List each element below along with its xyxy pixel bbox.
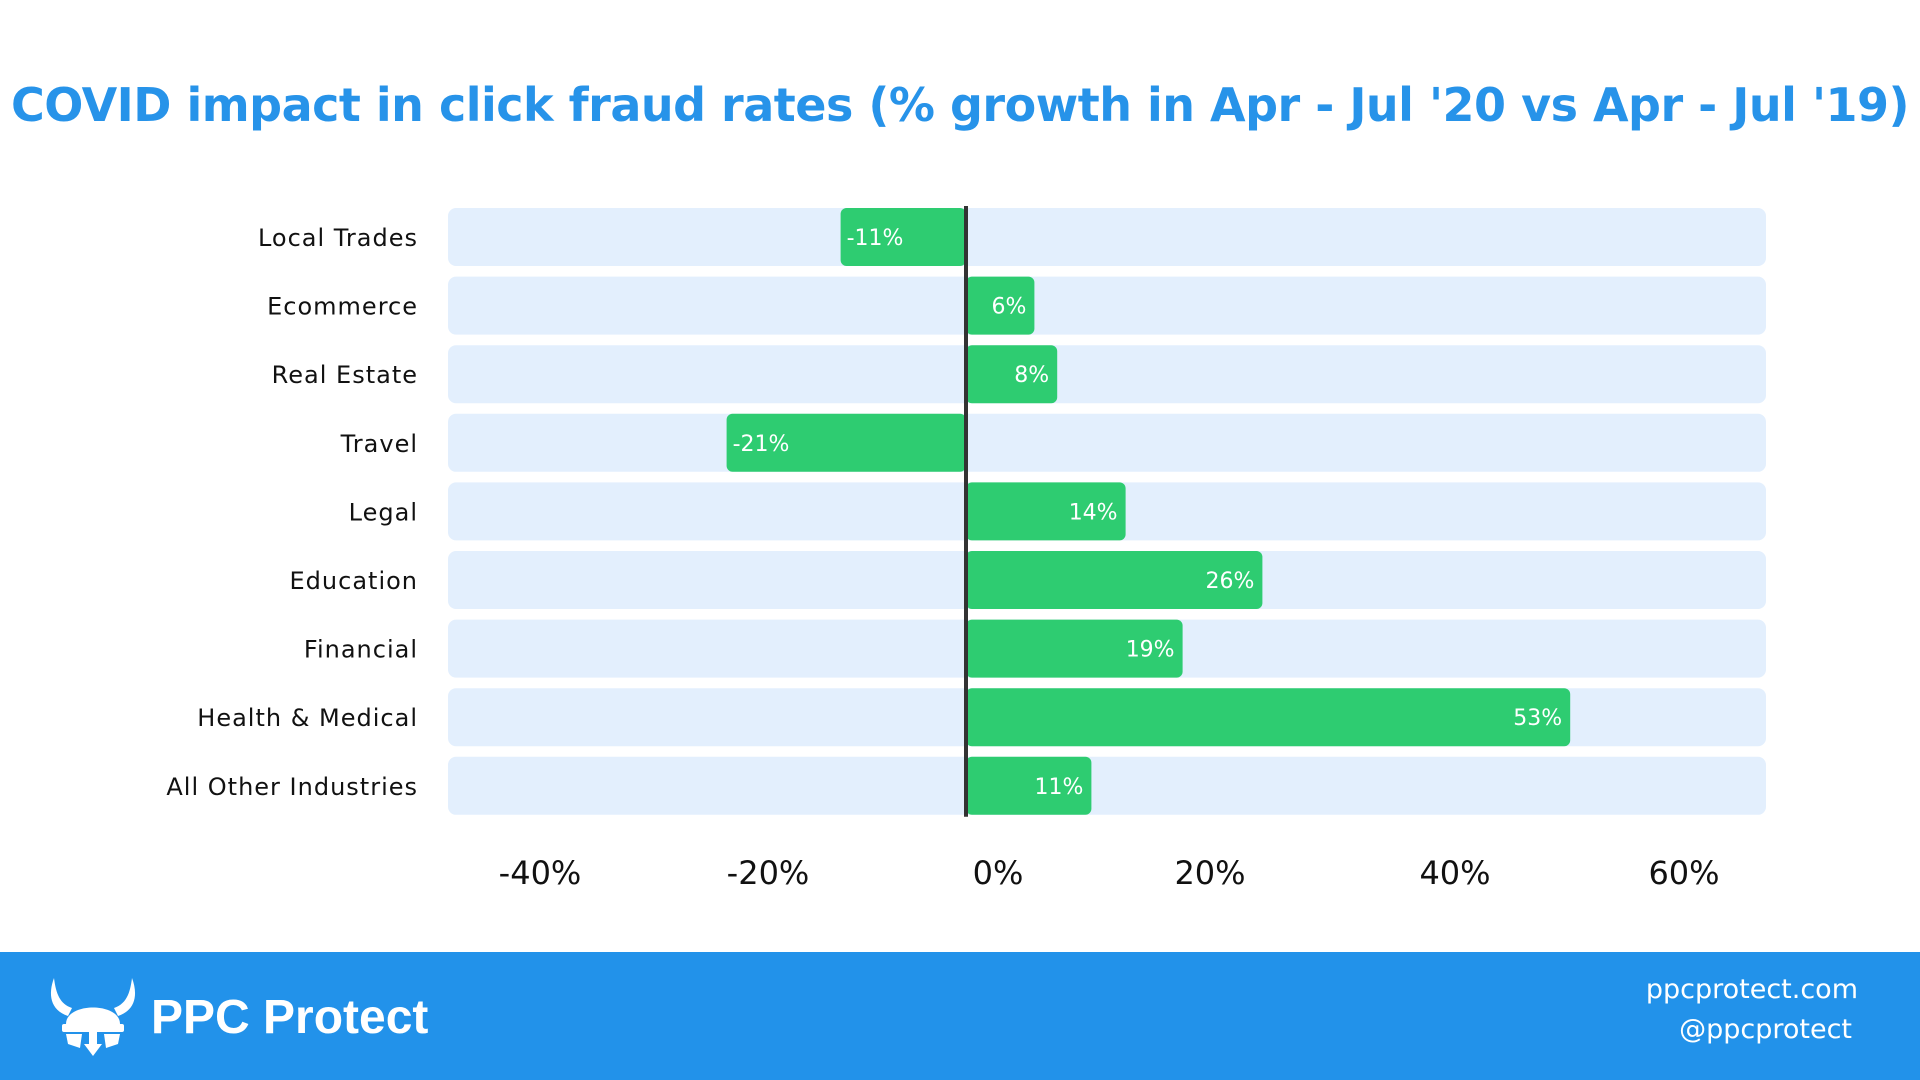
data-label: -11% [847,226,904,251]
data-label: 14% [1069,500,1118,525]
category-label: Education [290,567,418,595]
bar-track [448,276,1766,335]
bar [726,413,966,472]
footer-bar: PPC Protect ppcprotect.com @ppcprotect [0,952,1920,1080]
website-link[interactable]: ppcprotect.com [1645,974,1858,1005]
category-label: All Other Industries [166,773,418,801]
category-label: Local Trades [258,224,418,252]
bar [966,482,1126,541]
bar-track [448,345,1766,404]
bar [966,756,1092,815]
data-label: 53% [1513,706,1562,731]
category-label: Ecommerce [267,293,418,321]
data-label: 11% [1034,775,1083,800]
x-tick-label: -20% [727,854,810,892]
category-label: Travel [340,430,418,458]
data-label: -21% [733,432,790,457]
bar-track [448,756,1766,815]
x-tick-label: 40% [1419,854,1490,892]
x-tick-label: 20% [1174,854,1245,892]
bar [966,619,1183,678]
bar [966,688,1571,747]
data-label: 26% [1205,569,1254,594]
bar-track [448,413,1766,472]
x-tick-label: -40% [499,854,582,892]
brand-name: PPC Protect [151,991,429,1044]
viking-helmet-icon [50,978,136,1056]
bar [840,208,966,266]
bar [966,345,1058,404]
social-handle[interactable]: @ppcprotect [1679,1014,1852,1045]
category-label: Health & Medical [197,704,418,732]
x-tick-label: 60% [1648,854,1719,892]
bar-chart: Local Trades -11% Ecommerce 6% Real Estate 8%… [166,206,1766,892]
data-label: 8% [1014,363,1049,388]
category-label: Real Estate [272,361,418,389]
bar [966,551,1263,609]
category-label: Financial [304,636,418,664]
bar [966,276,1035,335]
category-label: Legal [349,498,418,526]
data-label: 19% [1126,638,1175,663]
bar-track [448,208,1766,266]
data-label: 6% [991,295,1026,320]
chart-title: COVID impact in click fraud rates (% gro… [10,78,1910,132]
x-tick-label: 0% [973,854,1024,892]
